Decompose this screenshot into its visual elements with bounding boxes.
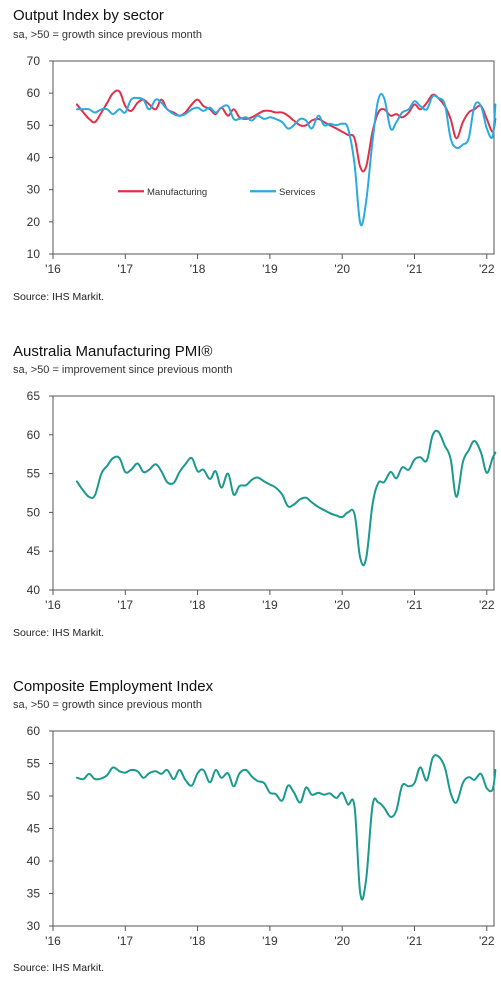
x-tick-label: '20 bbox=[334, 598, 350, 612]
x-tick-label: '20 bbox=[334, 262, 350, 276]
x-tick-label: '21 bbox=[407, 934, 423, 948]
y-tick-label: 40 bbox=[27, 854, 41, 868]
x-tick-label: '19 bbox=[262, 598, 278, 612]
y-tick-label: 35 bbox=[27, 887, 41, 901]
x-tick-label: '18 bbox=[190, 262, 206, 276]
x-tick-label: '16 bbox=[45, 598, 61, 612]
y-tick-label: 40 bbox=[27, 151, 41, 165]
x-tick-label: '20 bbox=[334, 934, 350, 948]
plot-frame bbox=[52, 60, 495, 255]
x-tick-label: '16 bbox=[45, 934, 61, 948]
y-tick-label: 45 bbox=[27, 822, 41, 836]
y-tick-label: 50 bbox=[27, 789, 41, 803]
y-tick-label: 55 bbox=[27, 467, 41, 481]
series-line-services bbox=[75, 92, 497, 227]
chart-panel-composite-employment: Composite Employment Index sa, >50 = gro… bbox=[0, 665, 501, 984]
plot-frame bbox=[52, 395, 495, 591]
x-tick-label: '16 bbox=[45, 262, 61, 276]
x-tick-label: '21 bbox=[407, 598, 423, 612]
y-tick-label: 50 bbox=[27, 118, 41, 132]
chart-panel-manufacturing-pmi: Australia Manufacturing PMI® sa, >50 = i… bbox=[0, 330, 501, 665]
y-tick-label: 20 bbox=[27, 215, 41, 229]
chart-source: Source: IHS Markit. bbox=[13, 291, 105, 303]
y-tick-label: 45 bbox=[27, 544, 41, 558]
y-tick-label: 60 bbox=[27, 86, 41, 100]
y-tick-label: 30 bbox=[27, 183, 41, 197]
y-tick-label: 30 bbox=[27, 919, 41, 933]
y-tick-label: 40 bbox=[27, 583, 41, 597]
chart-source: Source: IHS Markit. bbox=[13, 962, 105, 974]
legend-label: Manufacturing bbox=[147, 187, 207, 198]
y-tick-label: 50 bbox=[27, 505, 41, 519]
x-tick-label: '21 bbox=[407, 262, 423, 276]
chart-source: Source: IHS Markit. bbox=[13, 627, 105, 639]
y-tick-label: 60 bbox=[27, 724, 41, 738]
chart-subtitle: sa, >50 = growth since previous month bbox=[13, 29, 202, 41]
x-tick-label: '22 bbox=[479, 934, 495, 948]
x-tick-label: '17 bbox=[117, 934, 133, 948]
x-tick-label: '22 bbox=[479, 262, 495, 276]
x-tick-label: '19 bbox=[262, 262, 278, 276]
series-line bbox=[75, 429, 497, 567]
y-tick-label: 60 bbox=[27, 428, 41, 442]
chart-subtitle: sa, >50 = improvement since previous mon… bbox=[13, 364, 233, 376]
x-tick-label: '18 bbox=[190, 598, 206, 612]
legend-label: Services bbox=[279, 187, 316, 198]
x-tick-label: '22 bbox=[479, 598, 495, 612]
x-tick-label: '18 bbox=[190, 934, 206, 948]
chart-title: Output Index by sector bbox=[13, 7, 164, 24]
composite-employment-chart: 30 35 40 45 50 55 60 '16 '17 '18 '19 '20 '21 '22 bbox=[27, 724, 497, 948]
output-index-chart: 10 20 30 40 50 60 70 '16 '17 '18 '19 '20 '21 '22 Manuf… bbox=[27, 54, 497, 276]
y-tick-label: 65 bbox=[27, 389, 41, 403]
x-tick-label: '17 bbox=[117, 598, 133, 612]
y-tick-label: 55 bbox=[27, 757, 41, 771]
y-tick-label: 70 bbox=[27, 54, 41, 68]
chart-title: Australia Manufacturing PMI® bbox=[13, 343, 213, 360]
series-line bbox=[75, 754, 497, 901]
y-tick-label: 10 bbox=[27, 247, 41, 261]
x-tick-label: '19 bbox=[262, 934, 278, 948]
chart-panel-output-index: Output Index by sector sa, >50 = growth … bbox=[0, 0, 501, 330]
manufacturing-pmi-chart: 40 45 50 55 60 65 '16 '17 '18 '19 '20 '21 '22 bbox=[27, 389, 497, 612]
series-line-manufacturing bbox=[75, 89, 497, 173]
chart-title: Composite Employment Index bbox=[13, 678, 214, 695]
chart-subtitle: sa, >50 = growth since previous month bbox=[13, 699, 202, 711]
x-tick-label: '17 bbox=[117, 262, 133, 276]
plot-frame bbox=[52, 730, 495, 927]
